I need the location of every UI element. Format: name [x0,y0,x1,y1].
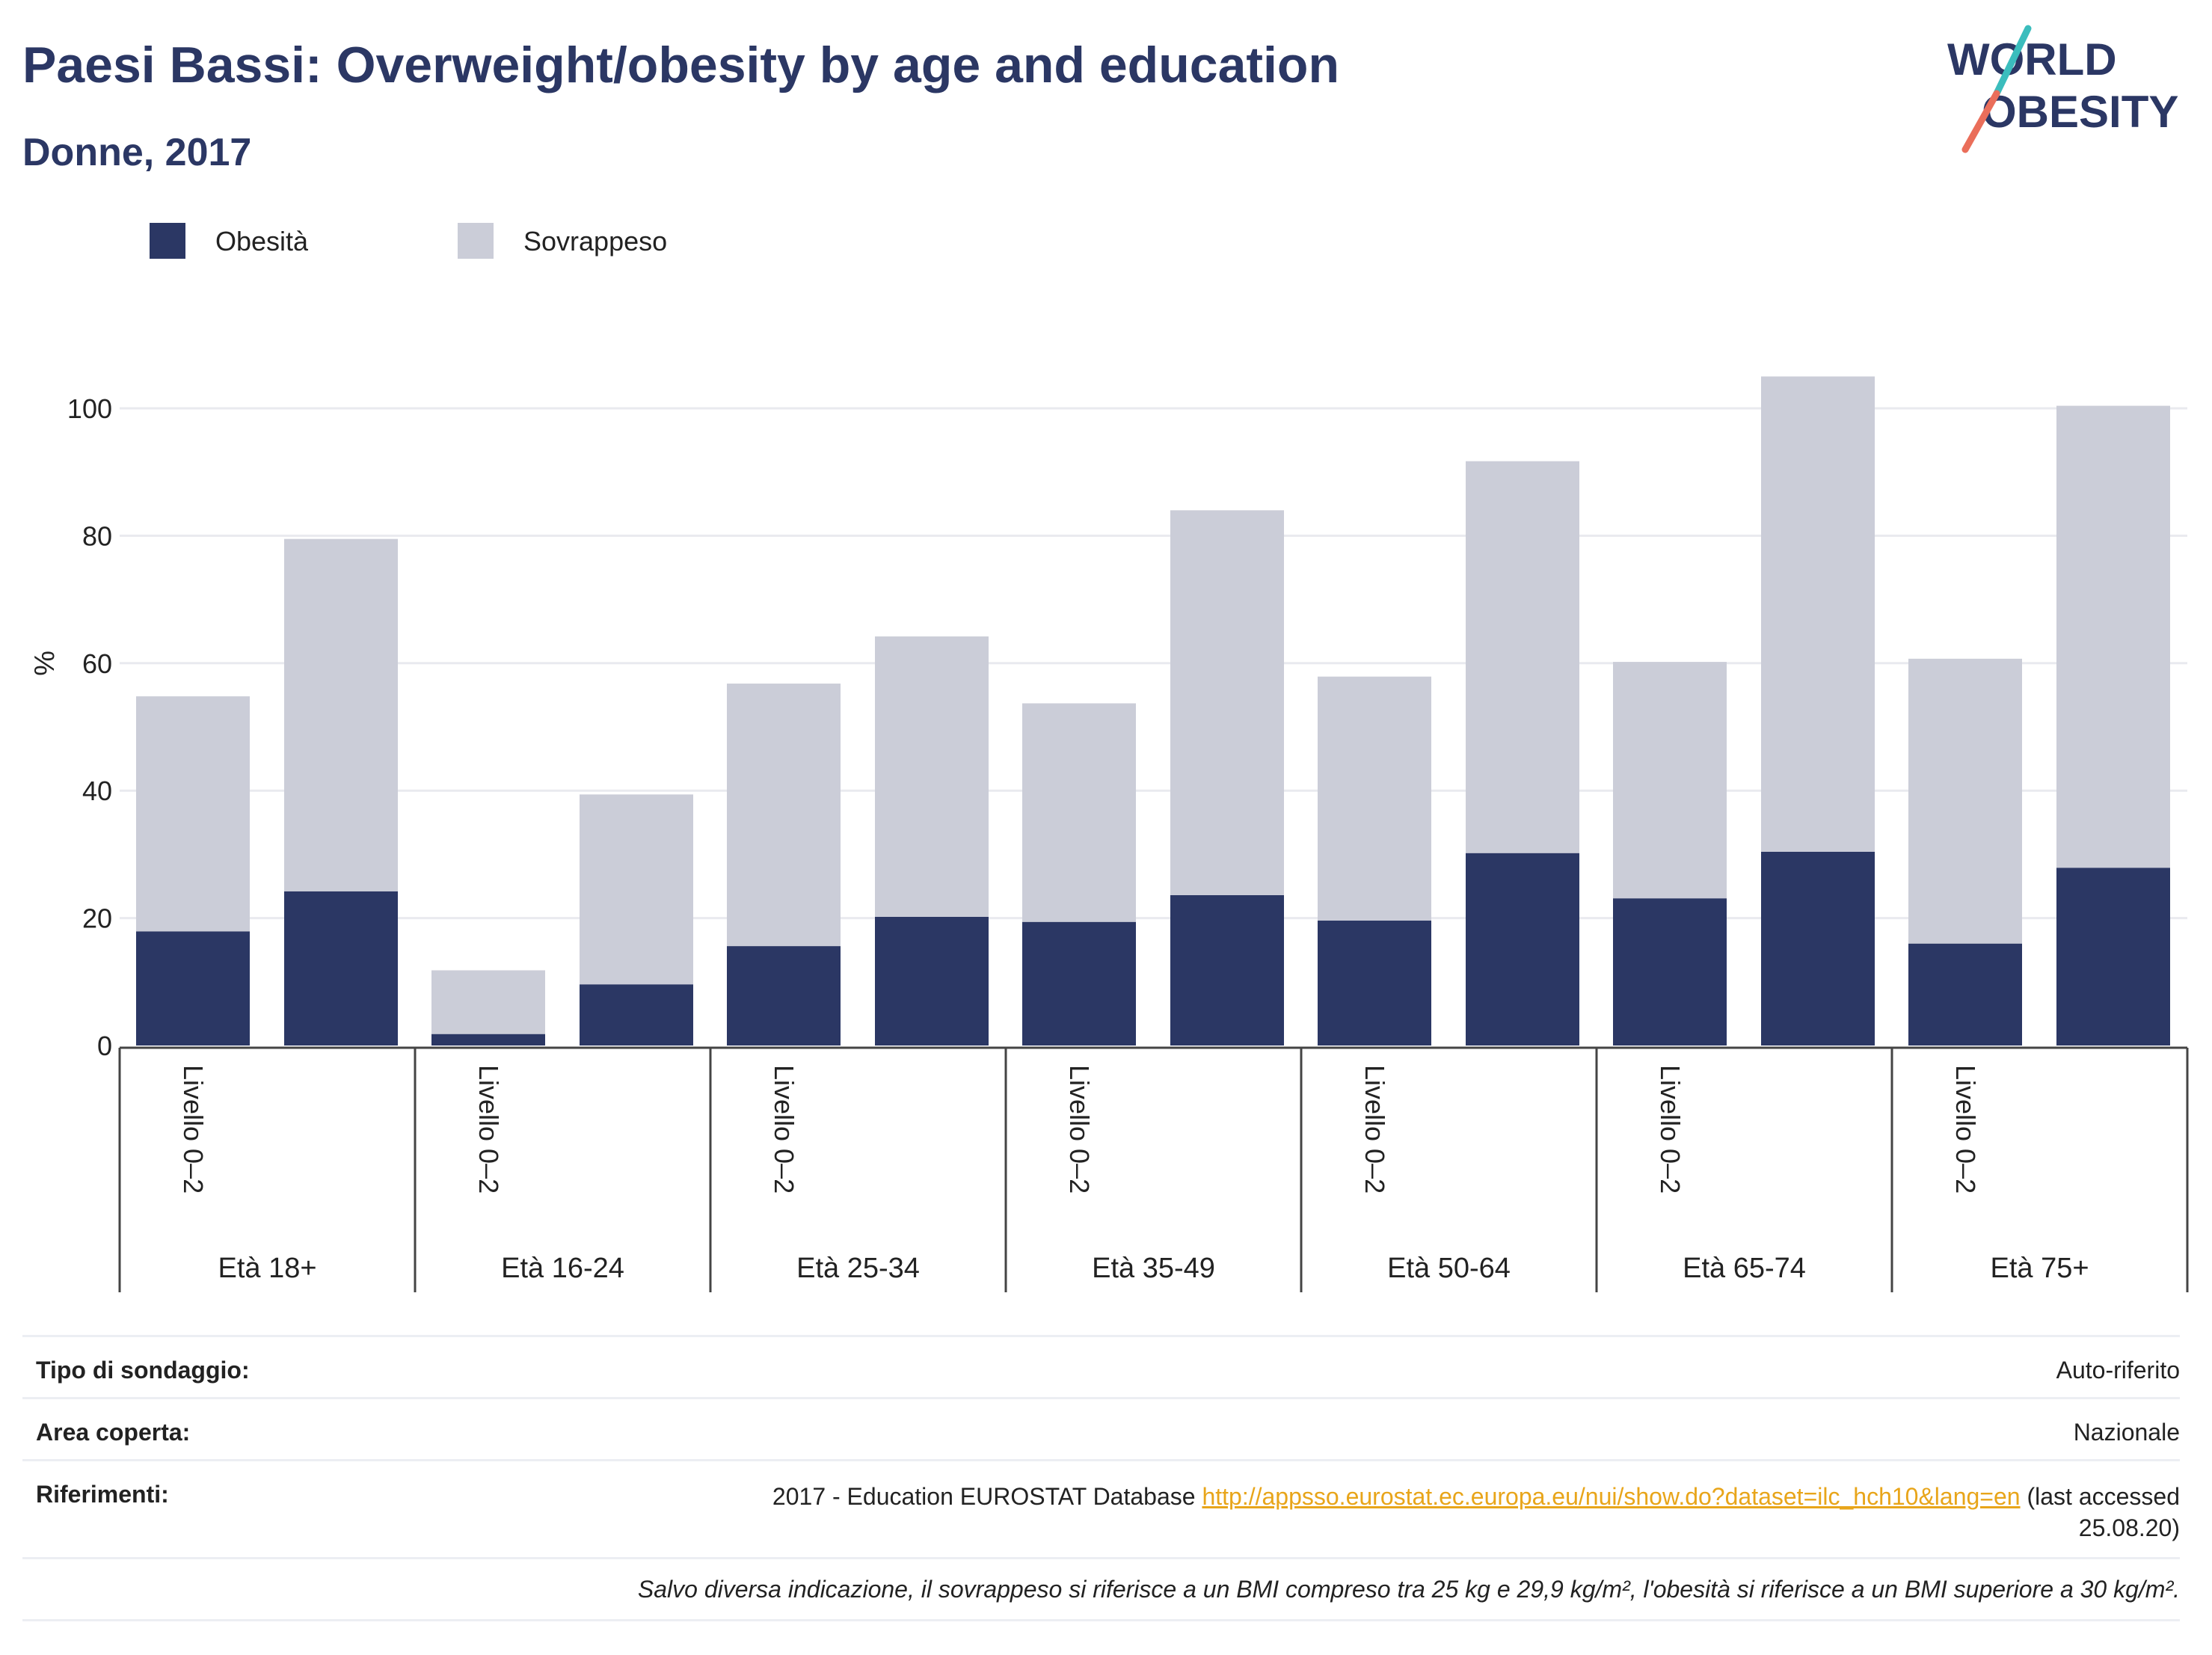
x-category-label: Livello 0–2 [473,1065,504,1194]
x-category-label: Livello 0–2 [1360,1065,1390,1194]
bar-overweight [1761,376,1875,852]
bar-obesity [727,946,841,1045]
logo-line-2: OBESITY [1982,87,2178,137]
definition-note: Salvo diversa indicazione, il sovrappeso… [637,1576,2180,1603]
survey-type-label: Tipo di sondaggio: [36,1357,250,1384]
gridlines [120,407,2187,920]
area-covered-label: Area coperta: [36,1419,191,1446]
legend-swatch-overweight [458,223,494,259]
references-value: 2017 - Education EUROSTAT Database http:… [772,1481,2180,1544]
references-suffix: (last accessed [2027,1483,2180,1510]
bar-overweight [1908,658,2022,944]
bars [136,376,2170,1045]
x-group-label: Età 35-49 [1092,1253,1215,1284]
bar-obesity [875,916,989,1045]
legend-label-obesity: Obesità [215,226,309,257]
logo-line-1: WORLD [1947,34,2117,85]
y-axis-title: % [29,651,61,676]
bar-overweight [2056,405,2170,868]
x-category-label: Livello 0–2 [1950,1065,1981,1194]
bar-overweight [1170,510,1284,895]
y-tick-label: 80 [82,521,112,551]
bar-overweight [1318,676,1431,921]
stacked-bar-chart: Obesità Sovrappeso 0 20 40 60 80 100 % Livell… [29,223,2189,1292]
bar-overweight [1613,662,1727,899]
references-text: 2017 - Education EUROSTAT Database [772,1483,1196,1510]
bar-overweight [580,794,693,985]
world-obesity-logo: WORLD OBESITY [1947,25,2178,153]
x-category-label: Livello 0–2 [178,1065,209,1194]
y-tick-label: 60 [82,648,112,679]
references-link[interactable]: http://appsso.eurostat.ec.europa.eu/nui/… [1202,1483,2021,1510]
bar-overweight [431,970,545,1034]
references-date: 25.08.20) [2078,1514,2180,1541]
y-tick-label: 0 [97,1031,112,1061]
bar-obesity [1761,851,1875,1045]
bar-obesity [580,984,693,1045]
bar-overweight [1466,461,1579,853]
x-axis: Livello 0–2 Età 18+ Livello 0–2 Età 16-24 Li… [118,1046,2189,1292]
references-row: Riferimenti: 2017 - Education EUROSTAT D… [22,1459,2180,1557]
references-label: Riferimenti: [36,1481,169,1508]
bar-obesity [284,891,398,1045]
x-group-label: Età 16-24 [501,1253,624,1284]
bar-obesity [431,1034,545,1045]
bar-obesity [1022,921,1136,1045]
x-group-label: Età 18+ [218,1253,316,1284]
logo-slash-orange [1961,90,2000,153]
area-covered-row: Area coperta: Nazionale [22,1397,2180,1459]
info-table: Tipo di sondaggio: Auto-riferito Area co… [22,1335,2180,1621]
y-tick-label: 40 [82,776,112,806]
x-category-label: Livello 0–2 [769,1065,799,1194]
bar-obesity [1466,853,1579,1045]
y-tick-label: 20 [82,903,112,934]
survey-type-value: Auto-riferito [2056,1357,2180,1384]
bar-overweight [875,636,989,917]
x-category-label: Livello 0–2 [1064,1065,1095,1194]
x-category-label: Livello 0–2 [1655,1065,1686,1194]
area-covered-value: Nazionale [2073,1419,2180,1446]
x-group-label: Età 25-34 [796,1253,920,1284]
y-tick-label: 100 [67,393,112,424]
logo-slash-teal [1993,25,2032,97]
x-group-label: Età 75+ [1990,1253,2089,1284]
y-axis: 0 20 40 60 80 100 [67,393,112,1061]
page-subtitle: Donne, 2017 [22,131,252,174]
survey-type-row: Tipo di sondaggio: Auto-riferito [22,1335,2180,1397]
x-group-label: Età 65-74 [1683,1253,1806,1284]
bar-overweight [136,696,250,932]
bar-obesity [2056,868,2170,1045]
legend-label-overweight: Sovrappeso [523,226,667,257]
bar-overweight [727,684,841,947]
bar-obesity [1318,921,1431,1045]
bar-overweight [284,538,398,891]
legend-swatch-obesity [150,223,185,259]
x-group-label: Età 50-64 [1387,1253,1511,1284]
note-row: Salvo diversa indicazione, il sovrappeso… [22,1557,2180,1621]
bar-overweight [1022,703,1136,922]
bar-obesity [1908,943,2022,1045]
page-title: Paesi Bassi: Overweight/obesity by age a… [22,37,1339,93]
bar-obesity [136,931,250,1045]
bar-obesity [1170,894,1284,1045]
bar-obesity [1613,898,1727,1045]
legend: Obesità Sovrappeso [150,223,667,259]
